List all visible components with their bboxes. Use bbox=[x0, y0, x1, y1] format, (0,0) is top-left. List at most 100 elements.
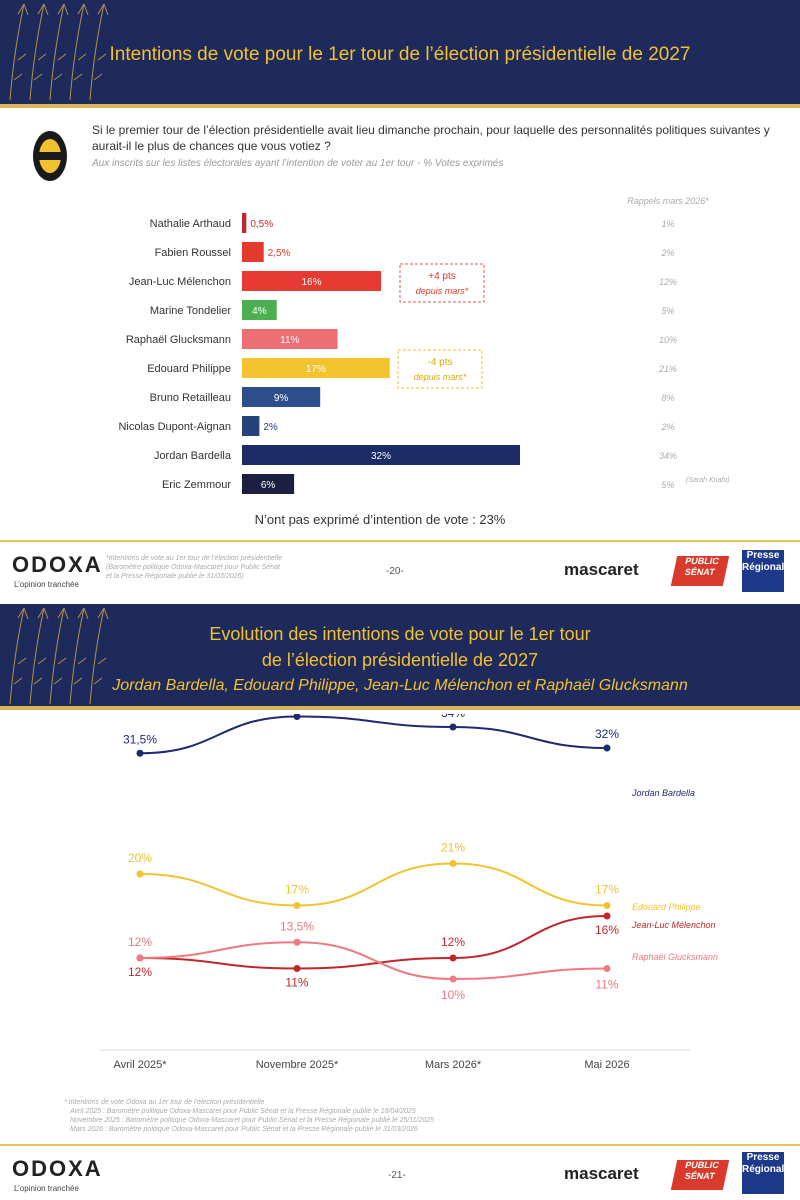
bar bbox=[242, 242, 264, 262]
data-point bbox=[449, 723, 457, 731]
slide-header: Intentions de vote pour le 1er tour de l… bbox=[0, 0, 800, 108]
bar-category-label: Edouard Philippe bbox=[147, 363, 231, 375]
rappel-value: 2% bbox=[660, 422, 674, 432]
rappels-header: Rappels mars 2026* bbox=[627, 196, 709, 206]
data-label: 13,5% bbox=[280, 919, 314, 933]
page-number: -21- bbox=[388, 1170, 406, 1181]
data-label: 32% bbox=[595, 727, 619, 741]
bar bbox=[242, 271, 381, 291]
odoxa-tagline: L’opinion tranchée bbox=[14, 1184, 79, 1193]
data-label: 20% bbox=[128, 851, 152, 865]
bar-category-label: Fabien Roussel bbox=[155, 247, 231, 259]
bar-value-label: 6% bbox=[261, 480, 276, 491]
rappel-value: 5% bbox=[661, 306, 674, 316]
data-label: 31,5% bbox=[123, 732, 157, 746]
bar bbox=[242, 445, 520, 465]
data-point bbox=[136, 749, 144, 757]
data-label: 11% bbox=[595, 978, 618, 992]
x-tick-label: Avril 2025* bbox=[114, 1059, 168, 1071]
bar-value-label: 0,5% bbox=[250, 219, 273, 230]
sarah-knafo-note: (Sarah Knafo) bbox=[686, 477, 730, 484]
bar-category-label: Jean-Luc Mélenchon bbox=[129, 276, 231, 288]
callout-down-caption: depuis mars* bbox=[414, 372, 467, 382]
callout-up: +4 pts depuis mars* bbox=[399, 263, 485, 303]
page-title: Intentions de vote pour le 1er tour de l… bbox=[109, 44, 691, 65]
footnote-line: Mars 2026 : Baromètre politique Odoxa-Ma… bbox=[70, 1126, 418, 1133]
public-senat-logo: PUBLIC SÉNAT bbox=[670, 556, 730, 586]
series-name-label: Jordan Bardella bbox=[631, 788, 695, 798]
line-chart: 31,5%35%34%32%Jordan Bardella20%17%21%17… bbox=[100, 714, 718, 1071]
no-intention-text: N’ont pas exprimé d’intention de vote : … bbox=[254, 512, 506, 527]
data-label: 10% bbox=[441, 988, 465, 1002]
bar-category-label: Jordan Bardella bbox=[154, 450, 232, 462]
bar bbox=[242, 329, 338, 349]
data-point bbox=[603, 902, 611, 909]
bar-category-label: Raphaël Glucksmann bbox=[126, 334, 231, 346]
data-point bbox=[293, 902, 301, 909]
data-label: 21% bbox=[441, 841, 465, 855]
mascaret-logo: mascaret bbox=[564, 1164, 639, 1183]
data-point bbox=[293, 965, 301, 972]
data-point bbox=[449, 860, 457, 867]
data-label: 12% bbox=[128, 935, 152, 949]
page-title-line1: Evolution des intentions de vote pour le… bbox=[209, 624, 591, 644]
rappel-value: 1% bbox=[661, 219, 674, 229]
footnote-line: Novembre 2025 : Baromètre politique Odox… bbox=[70, 1117, 435, 1124]
feather-pattern-icon bbox=[9, 3, 109, 101]
bar-value-label: 17% bbox=[306, 364, 326, 375]
bar bbox=[242, 300, 277, 320]
data-point bbox=[449, 954, 457, 962]
callout-down: -4 pts depuis mars* bbox=[397, 349, 483, 389]
rappel-value: 34% bbox=[659, 451, 677, 461]
data-point bbox=[293, 938, 301, 946]
bar bbox=[242, 358, 390, 378]
data-point bbox=[293, 714, 301, 720]
rappel-value: 12% bbox=[659, 277, 677, 287]
data-label: 16% bbox=[595, 923, 619, 937]
odoxa-logo: ODOXA bbox=[12, 1156, 103, 1181]
bar-category-label: Marine Tondelier bbox=[150, 305, 231, 317]
poll-logo-icon bbox=[33, 131, 67, 181]
data-label: 17% bbox=[595, 883, 619, 897]
data-point bbox=[449, 975, 457, 983]
data-label: 17% bbox=[285, 883, 309, 897]
bar-value-label: 4% bbox=[252, 306, 267, 317]
question-text: Si le premier tour de l’élection préside… bbox=[92, 123, 770, 153]
slide-header: Evolution des intentions de vote pour le… bbox=[0, 604, 800, 710]
callout-up-value: +4 pts bbox=[428, 271, 456, 282]
data-label: 12% bbox=[128, 965, 152, 979]
bar-category-label: Bruno Retailleau bbox=[150, 392, 231, 404]
bar bbox=[242, 387, 321, 407]
footnote-line: Avril 2025 : Baromètre politique Odoxa-M… bbox=[70, 1108, 416, 1115]
question-subtitle: Aux inscrits sur les listes électorales … bbox=[92, 158, 504, 169]
rappel-value: 8% bbox=[661, 393, 674, 403]
slide-vote-intentions: Intentions de vote pour le 1er tour de l… bbox=[0, 0, 800, 592]
footnote: *Intentions de vote au 1er tour de l’éle… bbox=[106, 555, 282, 580]
series-name-label: Jean-Luc Mélenchon bbox=[631, 920, 716, 930]
bar-value-label: 9% bbox=[274, 393, 289, 404]
public-senat-logo: PUBLIC SÉNAT bbox=[670, 1160, 730, 1190]
x-tick-label: Novembre 2025* bbox=[256, 1059, 339, 1071]
feather-pattern-icon bbox=[9, 607, 109, 705]
page-title-line3: Jordan Bardella, Edouard Philippe, Jean-… bbox=[112, 677, 688, 694]
series-line bbox=[139, 862, 608, 907]
bar bbox=[242, 474, 295, 494]
data-label: 34% bbox=[441, 714, 465, 720]
mascaret-logo: mascaret bbox=[564, 560, 639, 579]
data-point bbox=[603, 744, 611, 752]
odoxa-logo: ODOXA bbox=[12, 552, 103, 577]
presse-regionale-logo: Presse Régionale bbox=[742, 550, 790, 592]
page-title-line2: de l’élection présidentielle de 2027 bbox=[261, 650, 539, 670]
slide-vote-evolution: Evolution des intentions de vote pour le… bbox=[0, 604, 800, 1200]
presse-regionale-logo: Presse Régionale bbox=[742, 1152, 790, 1194]
rappel-value: 10% bbox=[659, 335, 677, 345]
data-label: 12% bbox=[441, 935, 465, 949]
bar-value-label: 11% bbox=[280, 335, 299, 346]
rappel-value: 21% bbox=[658, 364, 677, 374]
footnotes: * Intentions de vote Odoxa au 1er tour d… bbox=[64, 1098, 564, 1134]
rappel-value: 2% bbox=[660, 248, 674, 258]
callout-down-value: -4 pts bbox=[427, 357, 452, 368]
odoxa-tagline: L’opinion tranchée bbox=[14, 580, 79, 589]
x-tick-label: Mars 2026* bbox=[425, 1059, 482, 1071]
bar-value-label: 32% bbox=[371, 451, 391, 462]
